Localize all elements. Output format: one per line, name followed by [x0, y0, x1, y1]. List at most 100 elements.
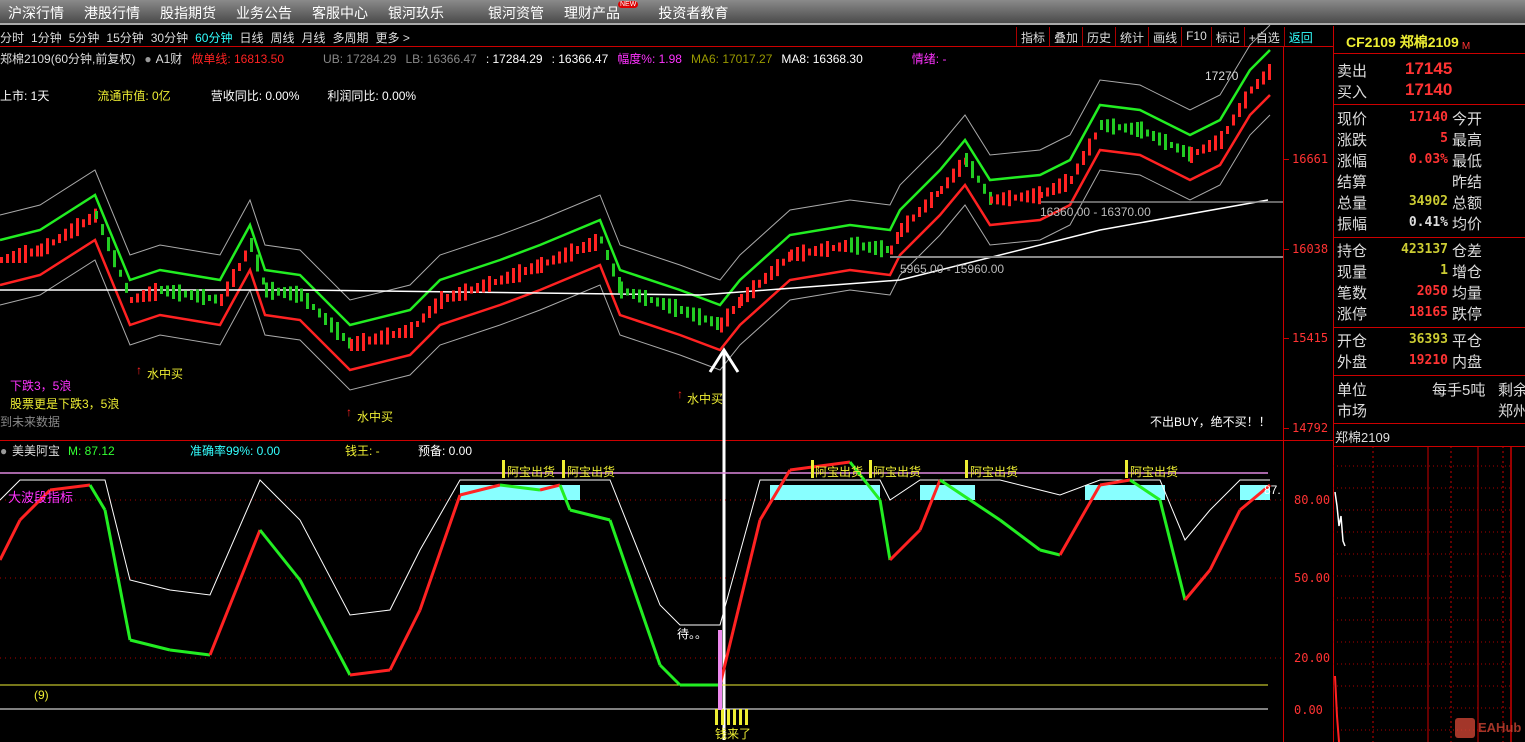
candle [265, 282, 268, 298]
period-tab[interactable]: 15分钟 [106, 31, 144, 45]
value-1: : 17284.29 [485, 51, 543, 66]
candle [277, 287, 280, 296]
menu-item[interactable]: 银河资管 [488, 5, 544, 21]
quote-value: 1 [1440, 263, 1448, 278]
wave-note: 下跌3，5浪 [10, 379, 72, 393]
chevron-down-icon[interactable]: ● [144, 51, 152, 66]
count-label: (9) [34, 688, 49, 702]
candle [1176, 143, 1179, 153]
a1-badge[interactable]: A1财 [155, 52, 183, 66]
period-tab[interactable]: 更多 > [375, 31, 410, 45]
menu-item[interactable]: 业务公告 [236, 5, 292, 21]
qingxu-value: 情绪: - [911, 52, 947, 66]
candle [1232, 114, 1235, 126]
candle [692, 307, 695, 322]
period-tab[interactable]: 5分钟 [68, 31, 100, 45]
ub-value: UB: 17284.29 [323, 51, 397, 66]
candle [996, 194, 999, 205]
period-tab[interactable]: 月线 [301, 31, 326, 45]
toolbar-button[interactable]: 统计 [1115, 27, 1148, 46]
period-tab[interactable]: 1分钟 [31, 31, 62, 45]
period-tab[interactable]: 多周期 [332, 31, 369, 45]
period-tab[interactable]: 30分钟 [150, 31, 189, 45]
candle [758, 279, 761, 288]
candle [971, 161, 974, 179]
quote-label: 笔数 [1337, 285, 1368, 302]
candle [470, 286, 473, 294]
quote-label: 总量 [1337, 195, 1368, 212]
toolbar-button[interactable]: F10 [1181, 27, 1211, 46]
candle [1202, 144, 1205, 154]
value-2: : 16366.47 [551, 51, 609, 66]
menu-item[interactable]: 银河玖乐 [388, 5, 444, 21]
quote-value: 34902 [1408, 194, 1448, 209]
period-tab[interactable]: 60分钟 [195, 31, 233, 45]
sell-zone [770, 485, 880, 500]
candle [416, 321, 419, 327]
toolbar-button[interactable]: 叠加 [1049, 27, 1082, 46]
candle [790, 249, 793, 261]
revenue-yoy: 营收同比: 0.00% [210, 89, 300, 103]
menu-item[interactable]: 投资者教育 [658, 5, 729, 21]
indicator-menu-icon[interactable]: ● [0, 443, 8, 458]
sell-signal: 阿宝出货 [873, 465, 922, 479]
period-tab[interactable]: 分时 [0, 31, 25, 45]
period-tab[interactable]: 日线 [239, 31, 264, 45]
toolbar-button[interactable]: +自选 [1243, 27, 1284, 46]
candle [452, 290, 455, 302]
zuodan-line: 做单线: 16813.50 [191, 52, 285, 66]
chart-header: 郑棉2109(60分钟,前复权) ● A1财 做单线: 16813.50 UB:… [0, 50, 946, 67]
candle [1064, 174, 1067, 192]
candle [662, 298, 665, 310]
indicator-segment [878, 499, 892, 561]
quote-label: 昨结 [1452, 174, 1483, 191]
candle [1026, 190, 1029, 203]
candle [582, 242, 585, 253]
indicator-segment [0, 519, 22, 561]
candle [184, 290, 187, 298]
candle [536, 259, 539, 274]
menu-item[interactable]: 港股行情 [84, 5, 140, 21]
toolbar-button[interactable]: 返回 [1283, 27, 1317, 46]
candle [524, 267, 527, 275]
candle [289, 286, 292, 301]
axis-tick [1283, 428, 1289, 429]
candle [862, 242, 865, 251]
candle [900, 223, 903, 237]
menu-item[interactable]: 股指期货 [160, 5, 216, 21]
mini-intraday-chart[interactable] [1333, 446, 1525, 742]
toolbar-button[interactable]: 指标 [1016, 27, 1049, 46]
toolbar-button[interactable]: 历史 [1082, 27, 1115, 46]
candle [1220, 131, 1223, 149]
candle [428, 306, 431, 318]
toolbar-button[interactable]: 标记 [1210, 27, 1244, 46]
indicator-axis-label: 20.00 [1294, 651, 1331, 665]
indicator-segment [718, 519, 762, 686]
kline-chart[interactable] [0, 0, 1283, 742]
indicator-segment [758, 469, 792, 521]
candle [680, 306, 683, 314]
indicator-segment [298, 579, 352, 676]
indicator-segment [1129, 478, 1161, 502]
candle [88, 213, 91, 225]
period-tab[interactable]: 周线 [270, 31, 295, 45]
indicator-header: ● 美美阿宝 M: 87.12 准确率99%: 0.00 钱王: - 预备: 0… [0, 442, 472, 459]
menu-item[interactable]: 理财产品 [564, 5, 620, 21]
candle [912, 214, 915, 222]
buy-marker [718, 630, 722, 710]
quote-label: 外盘 [1337, 354, 1368, 371]
candle [686, 306, 689, 318]
candle [1182, 145, 1185, 157]
indicator-name[interactable]: 美美阿宝 [12, 444, 61, 458]
channel-line [0, 49, 1271, 327]
unit-value: 每手5吨 [1432, 382, 1486, 399]
candle [464, 283, 467, 301]
menu-item[interactable]: 客服中心 [312, 5, 368, 21]
toolbar-button[interactable]: 画线 [1148, 27, 1181, 46]
candle [458, 287, 461, 301]
quote-label: 均价 [1452, 216, 1483, 233]
candle [1208, 140, 1211, 152]
candle [958, 159, 961, 177]
candle [618, 277, 621, 293]
menu-item[interactable]: 沪深行情 [8, 5, 64, 21]
